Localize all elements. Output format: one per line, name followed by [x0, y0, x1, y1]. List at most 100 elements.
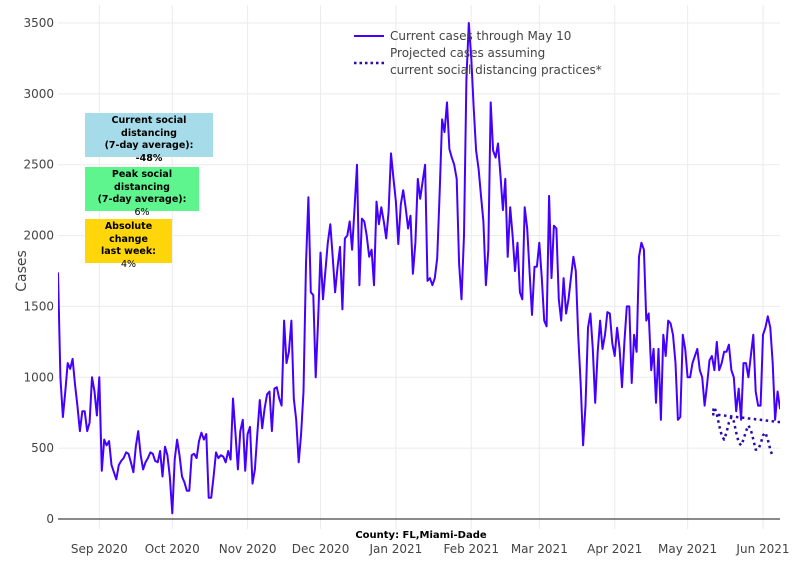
data-point[interactable] — [232, 397, 234, 399]
data-point[interactable] — [662, 334, 664, 336]
data-point[interactable] — [764, 431, 766, 433]
data-point[interactable] — [755, 448, 757, 450]
data-point[interactable] — [652, 348, 654, 350]
data-point[interactable] — [742, 438, 744, 440]
data-point[interactable] — [614, 355, 616, 357]
data-point[interactable] — [280, 404, 282, 406]
data-point[interactable] — [682, 334, 684, 336]
data-point[interactable] — [198, 440, 200, 442]
data-point[interactable] — [786, 387, 788, 389]
data-point[interactable] — [711, 355, 713, 357]
data-point[interactable] — [764, 327, 766, 329]
legend-item-projected[interactable]: Projected cases assuming current social … — [354, 46, 602, 77]
data-point[interactable] — [195, 457, 197, 459]
data-point[interactable] — [351, 249, 353, 251]
data-point[interactable] — [79, 430, 81, 432]
data-point[interactable] — [319, 251, 321, 253]
data-point[interactable] — [672, 334, 674, 336]
data-point[interactable] — [254, 468, 256, 470]
data-point[interactable] — [171, 512, 173, 514]
data-point[interactable] — [402, 189, 404, 191]
data-point[interactable] — [220, 454, 222, 456]
data-point[interactable] — [638, 256, 640, 258]
data-point[interactable] — [708, 359, 710, 361]
data-point[interactable] — [446, 101, 448, 103]
data-point[interactable] — [752, 334, 754, 336]
data-point[interactable] — [767, 438, 769, 440]
data-point[interactable] — [592, 348, 594, 350]
data-point[interactable] — [640, 242, 642, 244]
data-point[interactable] — [550, 277, 552, 279]
data-point[interactable] — [431, 284, 433, 286]
data-point[interactable] — [324, 270, 326, 272]
data-point[interactable] — [465, 79, 467, 81]
data-point[interactable] — [730, 416, 732, 418]
data-point[interactable] — [772, 455, 774, 457]
data-point[interactable] — [263, 407, 265, 409]
data-point[interactable] — [623, 341, 625, 343]
data-point[interactable] — [390, 152, 392, 154]
data-point[interactable] — [84, 410, 86, 412]
data-point[interactable] — [456, 178, 458, 180]
data-point[interactable] — [738, 441, 740, 443]
data-point[interactable] — [142, 468, 144, 470]
data-point[interactable] — [538, 242, 540, 244]
data-point[interactable] — [191, 454, 193, 456]
data-point[interactable] — [577, 334, 579, 336]
data-point[interactable] — [477, 168, 479, 170]
data-point[interactable] — [443, 131, 445, 133]
data-point[interactable] — [718, 369, 720, 371]
data-point[interactable] — [745, 362, 747, 364]
data-point[interactable] — [514, 270, 516, 272]
data-point[interactable] — [691, 362, 693, 364]
data-point[interactable] — [716, 413, 718, 415]
data-point[interactable] — [507, 256, 509, 258]
data-point[interactable] — [762, 334, 764, 336]
data-point[interactable] — [723, 351, 725, 353]
data-point[interactable] — [108, 440, 110, 442]
data-point[interactable] — [767, 315, 769, 317]
data-point[interactable] — [298, 461, 300, 463]
data-point[interactable] — [64, 390, 66, 392]
data-point[interactable] — [776, 390, 778, 392]
data-point[interactable] — [98, 376, 100, 378]
data-point[interactable] — [307, 196, 309, 198]
data-point[interactable] — [59, 376, 61, 378]
data-point[interactable] — [118, 464, 120, 466]
data-point[interactable] — [105, 444, 107, 446]
data-point[interactable] — [618, 348, 620, 350]
data-point[interactable] — [234, 433, 236, 435]
data-point[interactable] — [278, 397, 280, 399]
data-point[interactable] — [332, 256, 334, 258]
data-point[interactable] — [511, 234, 513, 236]
data-point[interactable] — [312, 294, 314, 296]
data-point[interactable] — [251, 482, 253, 484]
data-point[interactable] — [188, 490, 190, 492]
data-point[interactable] — [669, 322, 671, 324]
data-point[interactable] — [580, 383, 582, 385]
data-point[interactable] — [434, 277, 436, 279]
data-point[interactable] — [616, 327, 618, 329]
data-point[interactable] — [400, 203, 402, 205]
data-point[interactable] — [208, 497, 210, 499]
data-point[interactable] — [721, 434, 723, 436]
data-point[interactable] — [601, 348, 603, 350]
data-point[interactable] — [543, 319, 545, 321]
data-point[interactable] — [120, 460, 122, 462]
data-point[interactable] — [268, 390, 270, 392]
data-point[interactable] — [499, 173, 501, 175]
data-point[interactable] — [135, 446, 137, 448]
data-point[interactable] — [660, 419, 662, 421]
data-point[interactable] — [730, 369, 732, 371]
data-point[interactable] — [174, 458, 176, 460]
data-point[interactable] — [750, 355, 752, 357]
data-point[interactable] — [130, 461, 132, 463]
data-point[interactable] — [463, 234, 465, 236]
data-point[interactable] — [132, 471, 134, 473]
data-point[interactable] — [742, 362, 744, 364]
data-point[interactable] — [149, 451, 151, 453]
data-point[interactable] — [759, 443, 761, 445]
data-point[interactable] — [706, 383, 708, 385]
data-point[interactable] — [648, 312, 650, 314]
data-point[interactable] — [738, 387, 740, 389]
